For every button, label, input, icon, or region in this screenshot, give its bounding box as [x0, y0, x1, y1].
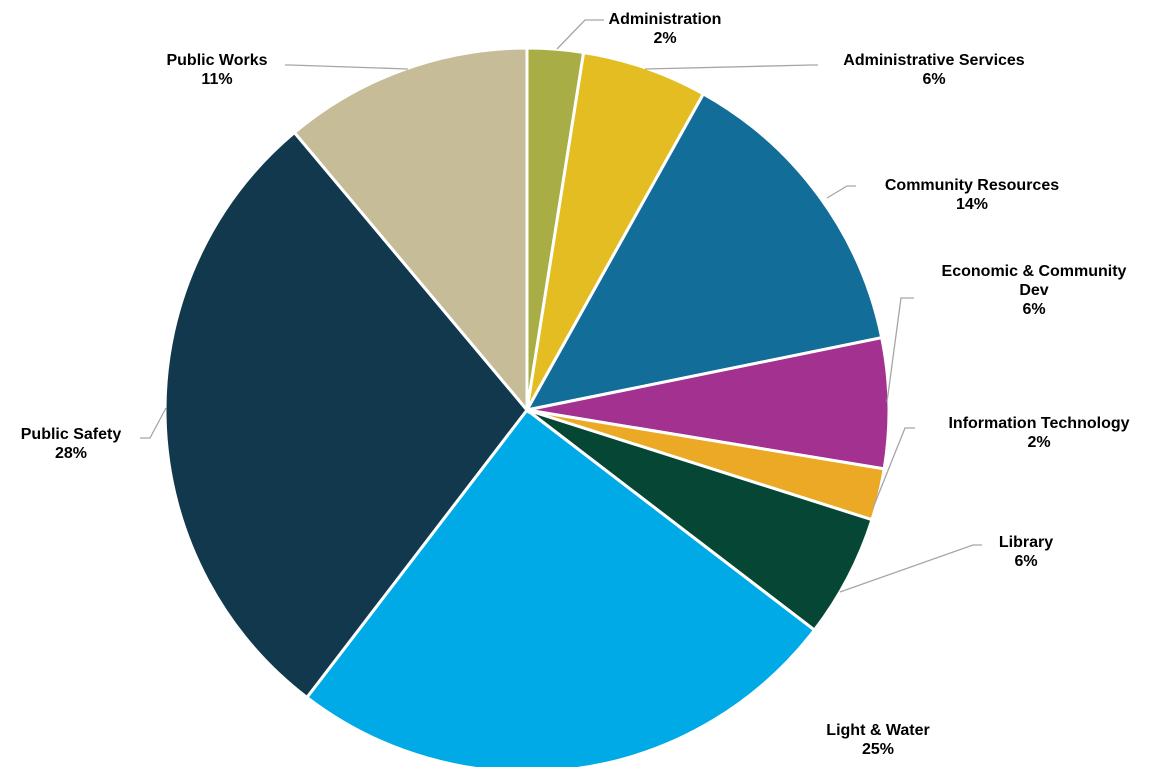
data-labels: Administration 2% Administrative Services 6…	[21, 11, 1130, 758]
slice-percent: 6%	[1022, 301, 1045, 318]
slice-name: Administration	[609, 11, 722, 28]
slice-light-water	[304, 407, 817, 767]
slice-percent: 25%	[862, 741, 894, 758]
data-label: Light & Water 25%	[826, 722, 929, 758]
slice-name: Light & Water	[826, 722, 929, 739]
slice-percent: 6%	[922, 71, 945, 88]
slice-percent: 28%	[55, 445, 87, 462]
slice-name: Library	[999, 534, 1053, 551]
data-label: Administration 2%	[609, 11, 722, 47]
slice-percent: 2%	[1027, 434, 1050, 451]
slice-name: Dev	[1019, 282, 1048, 299]
slice-public-works	[292, 46, 529, 415]
slice-community-resources	[524, 91, 884, 413]
slice-public-safety	[163, 130, 529, 700]
slice-name: Administrative Services	[843, 52, 1025, 69]
slice-name: Public Works	[166, 52, 267, 69]
data-label: Community Resources 14%	[885, 177, 1059, 213]
slice-percent: 6%	[1014, 553, 1037, 570]
slice-economic-community-dev	[526, 335, 891, 471]
leader-lines	[140, 19, 982, 593]
data-label: Information Technology 2%	[948, 415, 1129, 451]
data-label: Public Safety 28%	[21, 426, 122, 462]
leader-line	[872, 427, 915, 509]
slice-percent: 11%	[201, 71, 232, 88]
leader-line	[826, 185, 856, 199]
leader-line	[285, 64, 409, 70]
leader-line	[556, 19, 604, 50]
slice-name: Community Resources	[885, 177, 1059, 194]
data-label: Economic & Community Dev 6%	[942, 263, 1127, 318]
slice-name: Public Safety	[21, 426, 122, 443]
slice-name: Economic & Community	[942, 263, 1127, 280]
data-label: Administrative Services 6%	[843, 52, 1025, 88]
slice-percent: 2%	[653, 30, 676, 47]
slice-percent: 14%	[956, 196, 988, 213]
data-label: Library 6%	[999, 534, 1053, 570]
slice-administrative-services	[525, 50, 706, 411]
slice-name: Information Technology	[948, 415, 1129, 432]
leader-line	[140, 407, 167, 439]
leader-line	[644, 64, 818, 70]
data-label: Public Works 11%	[166, 52, 267, 88]
pie-slices	[163, 46, 891, 767]
leader-line	[886, 297, 914, 403]
leader-line	[839, 544, 982, 593]
